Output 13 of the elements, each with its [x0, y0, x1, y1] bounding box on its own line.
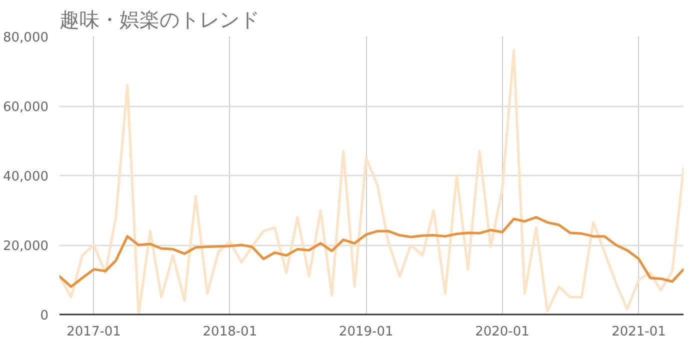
line-series [60, 216, 684, 288]
y-tick-label: 20,000 [3, 239, 49, 254]
x-tick-label: 2021-01 [612, 324, 666, 338]
x-tick-label: 2017-01 [66, 324, 121, 338]
y-tick-label: 0 [40, 308, 49, 324]
y-tick-label: 40,000 [3, 170, 49, 184]
y-tick-label: 80,000 [3, 30, 49, 46]
x-tick-label: 2019-01 [338, 324, 394, 338]
line-series [60, 49, 684, 314]
x-tick-label: 2020-01 [475, 324, 530, 338]
x-tick-label: 2018-01 [202, 324, 258, 338]
y-tick-label: 60,000 [3, 100, 49, 115]
chart-title: 趣味・娯楽のトレンド [60, 8, 260, 32]
